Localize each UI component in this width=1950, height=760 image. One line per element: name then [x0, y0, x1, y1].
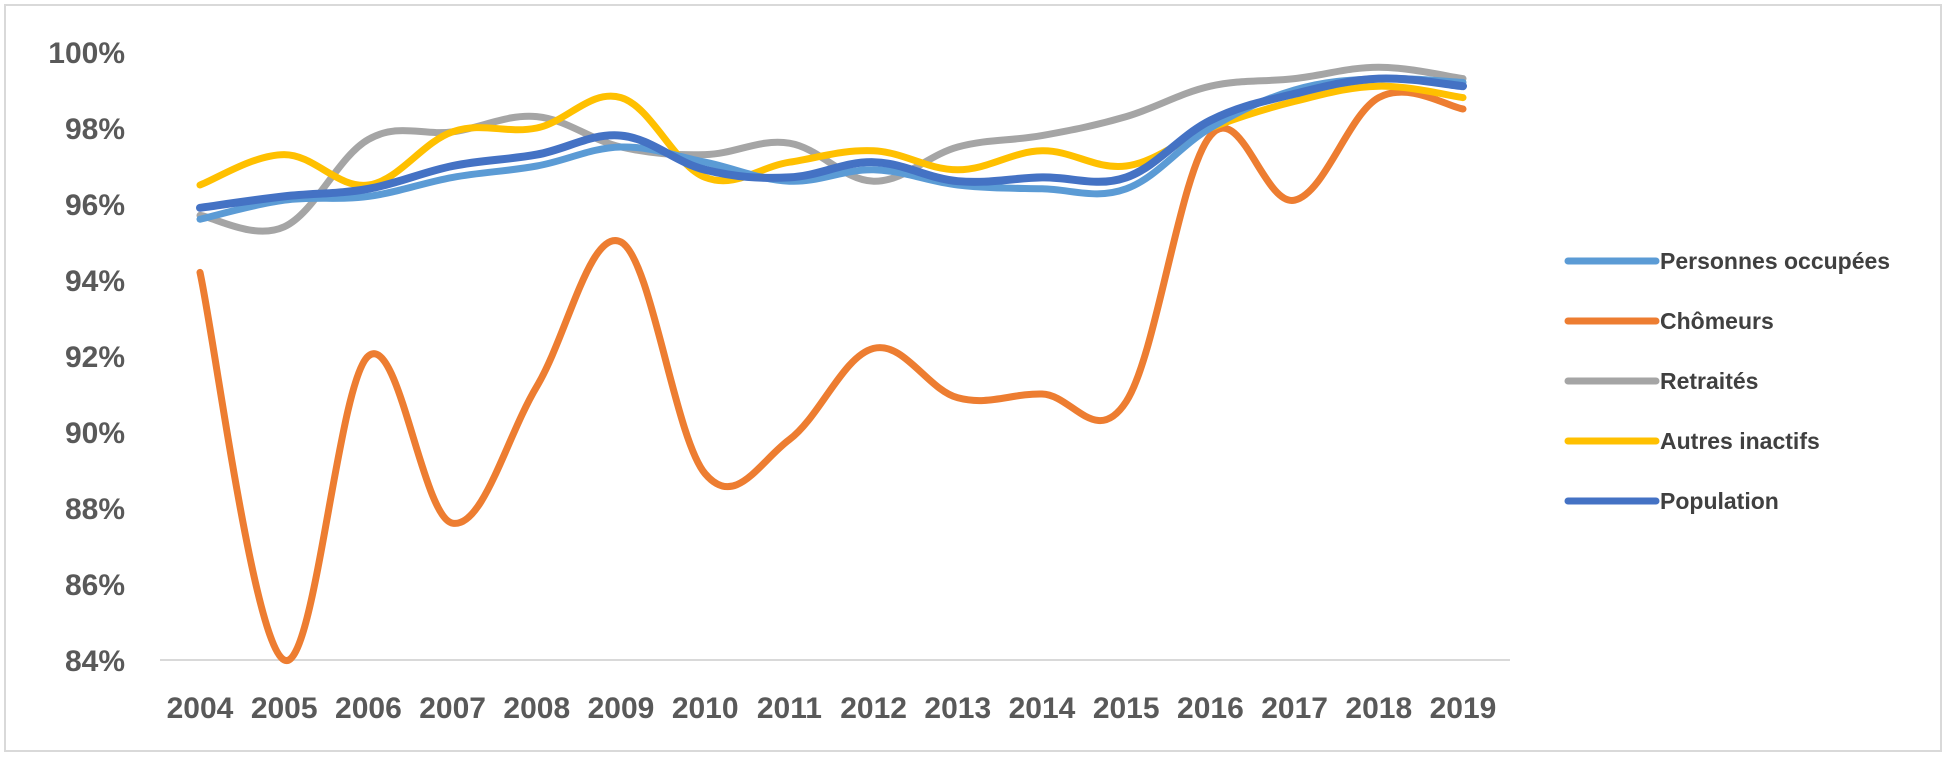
x-tick-label: 2019 [1430, 692, 1497, 725]
x-tick-label: 2010 [672, 692, 739, 725]
y-tick-label: 90% [65, 417, 125, 450]
series-line-population [196, 74, 1467, 212]
x-tick-label: 2016 [1177, 692, 1244, 725]
legend-item-population: Population [1564, 488, 1779, 514]
legend-label: Personnes occupées [1660, 248, 1890, 274]
legend-item-autres-inactifs: Autres inactifs [1564, 428, 1820, 454]
y-tick-label: 88% [65, 493, 125, 526]
x-axis: 2004 2005 2006 2007 2008 2009 2010 2011 2012 2013… [160, 659, 1510, 725]
legend-item-retraites: Retraités [1564, 368, 1758, 394]
series-layer [196, 63, 1467, 664]
x-tick-label: 2017 [1261, 692, 1328, 725]
legend: Personnes occupées Chômeurs Retraités Autre… [1564, 248, 1890, 514]
legend-label: Population [1660, 488, 1779, 514]
legend-label: Chômeurs [1660, 308, 1774, 334]
x-tick-label: 2011 [757, 692, 822, 725]
x-tick-label: 2013 [924, 692, 991, 725]
x-tick-label: 2012 [840, 692, 907, 725]
y-axis: 84% 86% 88% 90% 92% 94% 96% 98% 100% [48, 37, 125, 678]
x-tick-label: 2005 [251, 692, 318, 725]
legend-item-chomeurs: Chômeurs [1564, 308, 1774, 334]
series-line-autres-inactifs [196, 82, 1467, 189]
legend-item-personnes-occupees: Personnes occupées [1564, 248, 1890, 274]
x-tick-label: 2009 [588, 692, 655, 725]
y-tick-label: 96% [65, 189, 125, 222]
x-tick-label: 2007 [419, 692, 486, 725]
x-tick-label: 2015 [1093, 692, 1160, 725]
x-tick-label: 2018 [1345, 692, 1412, 725]
x-tick-label: 2006 [335, 692, 402, 725]
y-tick-label: 92% [65, 341, 125, 374]
series-line-retraites [196, 63, 1467, 235]
y-tick-label: 98% [65, 113, 125, 146]
y-tick-label: 84% [65, 645, 125, 678]
legend-label: Retraités [1660, 368, 1758, 394]
x-tick-label: 2004 [167, 692, 234, 725]
legend-label: Autres inactifs [1660, 428, 1820, 454]
x-tick-label: 2014 [1009, 692, 1076, 725]
y-tick-label: 94% [65, 265, 125, 298]
y-tick-label: 86% [65, 569, 125, 602]
x-tick-label: 2008 [503, 692, 570, 725]
y-tick-label: 100% [48, 37, 125, 70]
series-line-chomeurs [196, 88, 1467, 664]
